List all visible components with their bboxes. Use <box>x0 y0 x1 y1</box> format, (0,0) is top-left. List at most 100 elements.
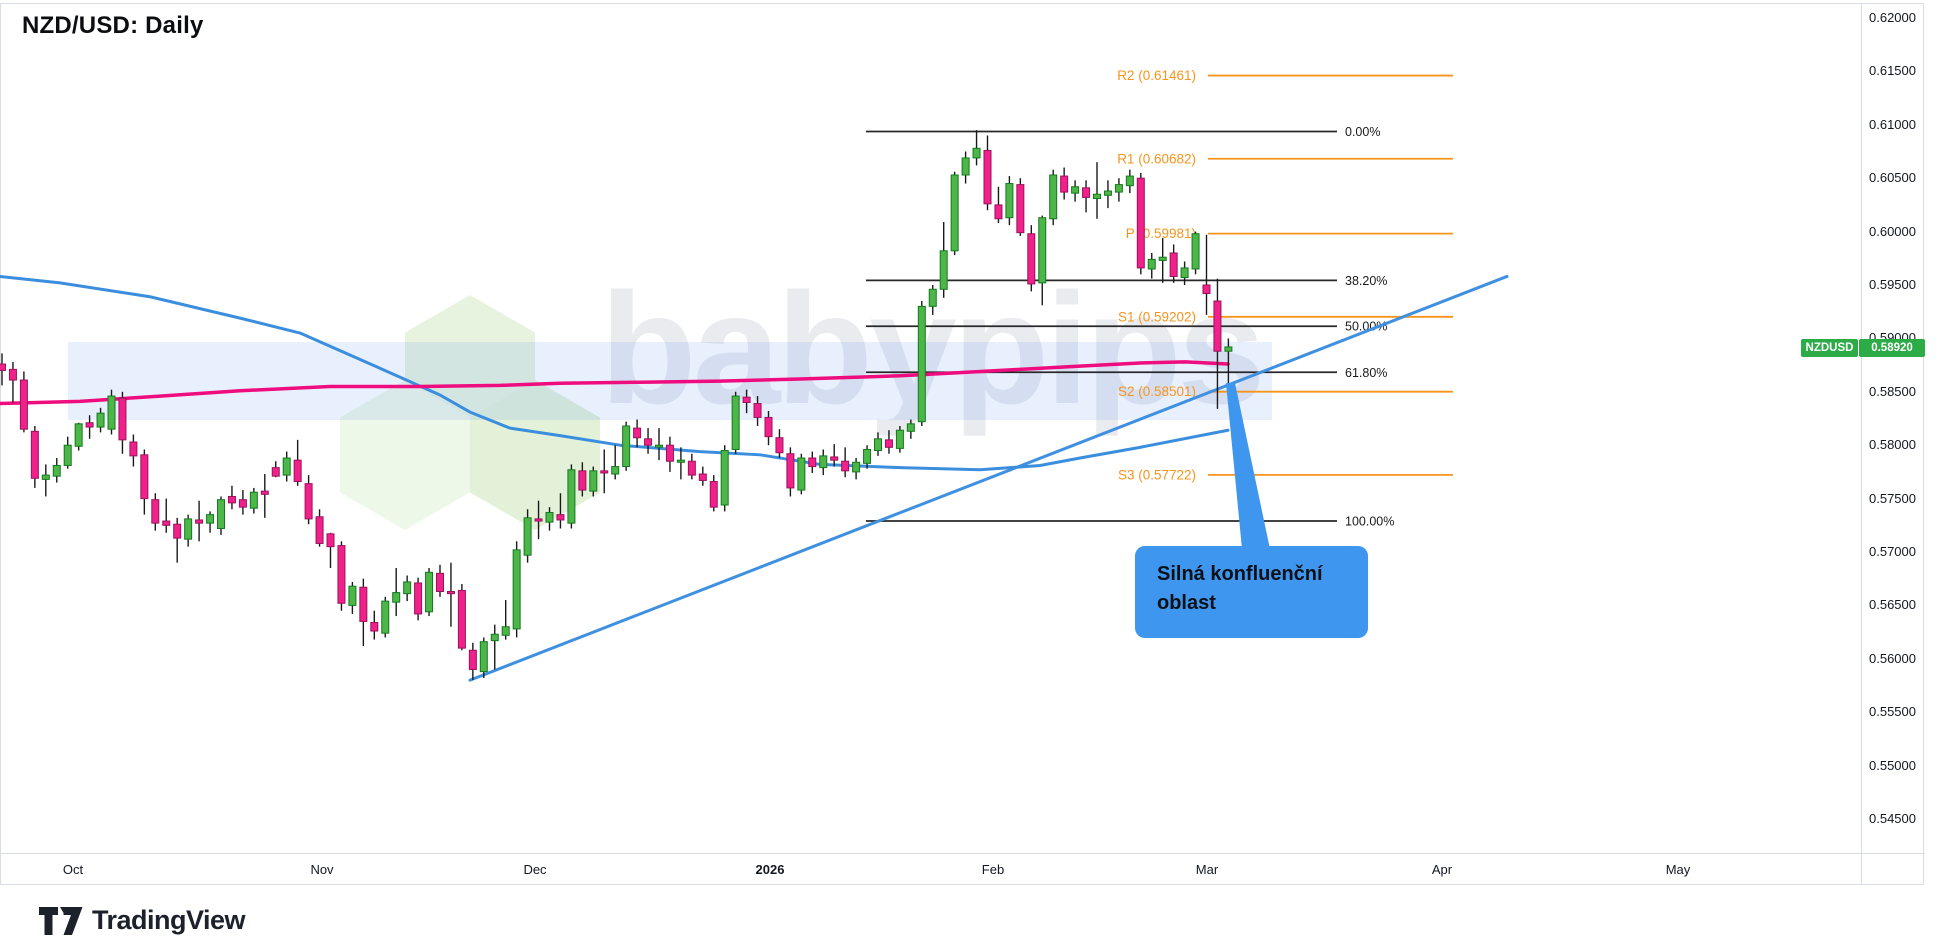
candle-down[interactable] <box>1016 184 1025 234</box>
candle-up[interactable] <box>972 147 981 159</box>
candle-up[interactable] <box>490 633 499 642</box>
candle-up[interactable] <box>589 470 598 492</box>
candle-down[interactable] <box>457 589 466 649</box>
candle-down[interactable] <box>556 514 565 521</box>
candle-down[interactable] <box>195 519 204 524</box>
candle-up[interactable] <box>107 395 116 430</box>
candle-up[interactable] <box>523 517 532 556</box>
candle-up[interactable] <box>184 518 193 540</box>
candle-down[interactable] <box>304 483 313 520</box>
candle-down[interactable] <box>884 439 893 448</box>
candle-up[interactable] <box>545 511 554 523</box>
candle-down[interactable] <box>994 204 1003 220</box>
candle-up[interactable] <box>852 461 861 473</box>
candle-up[interactable] <box>928 288 937 307</box>
candle-down[interactable] <box>162 520 171 526</box>
candle-down[interactable] <box>786 453 795 489</box>
candle-up[interactable] <box>52 464 61 477</box>
candle-down[interactable] <box>326 533 335 548</box>
callout-note[interactable]: Silná konfluenční oblast <box>1135 546 1368 638</box>
candle-down[interactable] <box>1060 175 1069 193</box>
candle-down[interactable] <box>764 416 773 438</box>
candle-down[interactable] <box>293 459 302 483</box>
candle-down[interactable] <box>665 444 674 462</box>
candle-up[interactable] <box>874 438 882 452</box>
candle-down[interactable] <box>808 457 817 468</box>
candle-down[interactable] <box>0 363 6 371</box>
candle-up[interactable] <box>906 423 915 432</box>
time-axis[interactable]: Oct Nov Dec 2026 Feb Mar Apr May <box>0 854 1861 885</box>
candle-up[interactable] <box>1038 217 1047 284</box>
candle-up[interactable] <box>1049 174 1058 220</box>
candle-down[interactable] <box>260 490 269 495</box>
candle-down[interactable] <box>140 454 149 500</box>
candle-up[interactable] <box>567 469 576 524</box>
candle-down[interactable] <box>173 523 182 539</box>
candle-up[interactable] <box>1093 193 1101 199</box>
candle-down[interactable] <box>775 437 784 454</box>
candle-up[interactable] <box>348 585 357 606</box>
candle-up[interactable] <box>41 474 50 480</box>
candle-up[interactable] <box>403 581 412 595</box>
candle-down[interactable] <box>687 460 696 476</box>
moving-average-blue[interactable] <box>0 274 1230 472</box>
candle-up[interactable] <box>917 305 926 423</box>
candle-down[interactable] <box>446 591 455 595</box>
candle-down[interactable] <box>1027 233 1036 285</box>
candle-up[interactable] <box>939 250 948 290</box>
candle-up[interactable] <box>655 444 663 448</box>
candle-down[interactable] <box>709 481 718 508</box>
candle-down[interactable] <box>315 516 324 544</box>
candle-down[interactable] <box>468 649 477 670</box>
candle-up[interactable] <box>96 412 105 428</box>
candle-down[interactable] <box>1169 252 1178 277</box>
candle-up[interactable] <box>249 491 258 509</box>
candle-down[interactable] <box>644 438 653 446</box>
candle-up[interactable] <box>392 592 401 603</box>
candle-up[interactable] <box>676 459 685 463</box>
moving-average-pink[interactable] <box>0 360 1230 406</box>
candle-up[interactable] <box>1125 175 1134 187</box>
candle-up[interactable] <box>1103 190 1112 196</box>
candle-up[interactable] <box>512 549 521 630</box>
candle-up[interactable] <box>217 499 225 530</box>
candle-up[interactable] <box>611 466 620 475</box>
candle-up[interactable] <box>1114 184 1123 193</box>
candle-up[interactable] <box>381 600 390 634</box>
candle-down[interactable] <box>85 422 94 428</box>
candle-down[interactable] <box>129 441 138 457</box>
candle-up[interactable] <box>63 444 72 466</box>
candle-down[interactable] <box>1213 300 1222 352</box>
candle-down[interactable] <box>698 473 707 481</box>
candle-down[interactable] <box>227 495 236 504</box>
price-axis[interactable]: 0.62000 0.61500 0.61000 0.60500 0.60000 0.595… <box>1862 3 1924 853</box>
candle-up[interactable] <box>731 395 740 450</box>
candle-down[interactable] <box>753 403 762 418</box>
candle-up[interactable] <box>797 457 806 491</box>
candle-up[interactable] <box>479 641 488 673</box>
candle-down[interactable] <box>414 582 423 615</box>
candle-down[interactable] <box>30 430 39 479</box>
candle-down[interactable] <box>151 499 160 524</box>
candle-up[interactable] <box>950 174 959 252</box>
candle-down[interactable] <box>1136 177 1145 269</box>
tradingview-logo[interactable]: TradingView <box>39 905 246 936</box>
candle-down[interactable] <box>830 456 839 461</box>
candle-down[interactable] <box>841 460 850 472</box>
candle-up[interactable] <box>622 425 631 468</box>
candle-down[interactable] <box>983 149 992 205</box>
candle-down[interactable] <box>578 470 587 491</box>
candle-up[interactable] <box>1147 258 1156 270</box>
candle-down[interactable] <box>1202 284 1211 295</box>
candle-up[interactable] <box>74 423 83 447</box>
candle-up[interactable] <box>961 157 970 176</box>
candle-up[interactable] <box>206 514 215 524</box>
candle-up[interactable] <box>1224 346 1233 352</box>
candle-down[interactable] <box>359 586 368 622</box>
candle-up[interactable] <box>1180 267 1189 279</box>
candle-up[interactable] <box>720 450 729 506</box>
candle-down[interactable] <box>742 396 751 403</box>
candle-up[interactable] <box>282 457 291 476</box>
candle-up[interactable] <box>425 571 434 613</box>
